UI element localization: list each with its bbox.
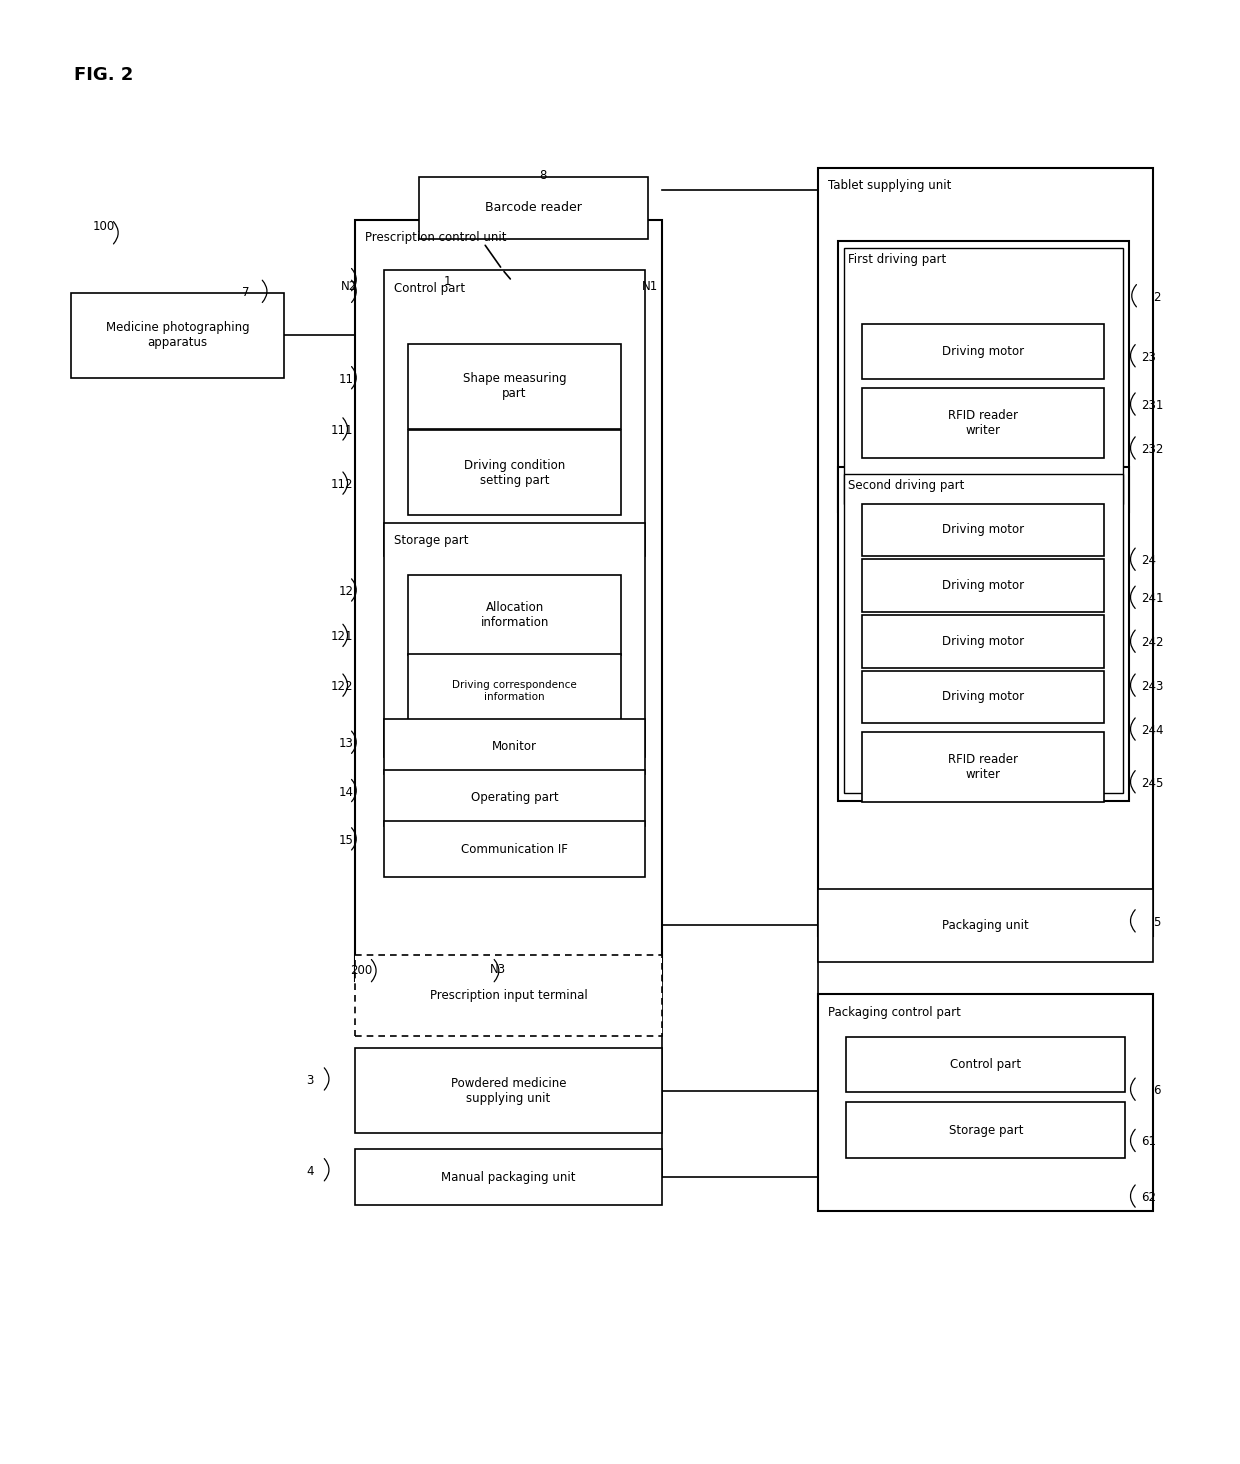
Bar	[419, 177, 647, 239]
Text: Manual packaging unit: Manual packaging unit	[441, 1171, 575, 1183]
Text: Driving condition
setting part: Driving condition setting part	[464, 458, 565, 488]
Bar	[846, 1102, 1126, 1158]
Text: Storage part: Storage part	[949, 1124, 1023, 1136]
Text: N3: N3	[490, 963, 506, 975]
Bar	[818, 889, 1153, 962]
Bar	[408, 430, 621, 515]
Text: 7: 7	[242, 287, 249, 299]
Text: Driving motor: Driving motor	[942, 691, 1024, 703]
Text: 14: 14	[339, 786, 353, 798]
Text: 245: 245	[1141, 777, 1163, 789]
Bar	[408, 574, 621, 656]
Text: 231: 231	[1141, 400, 1163, 411]
Bar	[843, 474, 1123, 793]
Text: Operating part: Operating part	[471, 792, 558, 804]
Bar	[355, 1048, 662, 1133]
Text: Control part: Control part	[394, 283, 465, 294]
Text: 5: 5	[1153, 916, 1161, 928]
Text: Allocation
information: Allocation information	[480, 600, 549, 630]
Text: 111: 111	[331, 425, 353, 436]
Text: Control part: Control part	[950, 1058, 1022, 1070]
Bar	[384, 719, 645, 774]
Bar	[863, 504, 1105, 556]
Bar	[863, 388, 1105, 458]
Text: 100: 100	[93, 221, 115, 233]
Text: 11: 11	[339, 373, 353, 385]
Text: Medicine photographing
apparatus: Medicine photographing apparatus	[105, 321, 249, 350]
Text: RFID reader
writer: RFID reader writer	[949, 752, 1018, 782]
Text: Storage part: Storage part	[394, 534, 469, 548]
Text: Driving motor: Driving motor	[942, 580, 1024, 591]
Text: Packaging unit: Packaging unit	[942, 919, 1029, 931]
Text: 23: 23	[1141, 351, 1156, 363]
Text: 13: 13	[339, 738, 353, 750]
Bar	[384, 770, 645, 826]
Text: Packaging control part: Packaging control part	[828, 1006, 961, 1019]
Text: Driving motor: Driving motor	[942, 524, 1024, 536]
Text: 200: 200	[350, 965, 372, 976]
Text: 242: 242	[1141, 637, 1163, 649]
Text: Communication IF: Communication IF	[461, 843, 568, 855]
Text: 1: 1	[444, 275, 451, 287]
Text: 24: 24	[1141, 555, 1156, 567]
Bar	[384, 523, 645, 757]
Bar	[355, 220, 662, 981]
Text: First driving part: First driving part	[848, 253, 946, 265]
Text: 121: 121	[331, 631, 353, 643]
Text: 232: 232	[1141, 444, 1163, 455]
Bar	[846, 1037, 1126, 1092]
Text: FIG. 2: FIG. 2	[74, 66, 134, 83]
Bar	[818, 994, 1153, 1211]
Bar	[863, 559, 1105, 612]
Text: Second driving part: Second driving part	[848, 479, 963, 492]
Text: 4: 4	[306, 1165, 314, 1177]
Bar	[384, 271, 645, 556]
Text: Driving motor: Driving motor	[942, 635, 1024, 647]
Bar	[355, 1149, 662, 1205]
Text: N2: N2	[341, 281, 357, 293]
Text: Barcode reader: Barcode reader	[485, 202, 582, 214]
Text: Prescription input terminal: Prescription input terminal	[429, 990, 588, 1001]
Text: Powdered medicine
supplying unit: Powdered medicine supplying unit	[450, 1076, 567, 1105]
Bar	[355, 956, 662, 1037]
Text: Monitor: Monitor	[492, 741, 537, 752]
Text: Tablet supplying unit: Tablet supplying unit	[828, 180, 951, 192]
Text: 61: 61	[1141, 1136, 1156, 1148]
Text: Shape measuring
part: Shape measuring part	[463, 372, 567, 401]
Text: 62: 62	[1141, 1192, 1156, 1203]
Text: N1: N1	[642, 281, 658, 293]
Bar	[863, 732, 1105, 802]
Text: 2: 2	[1153, 291, 1161, 303]
Text: 6: 6	[1153, 1085, 1161, 1097]
Bar	[71, 293, 284, 378]
Bar	[843, 249, 1123, 504]
Text: 112: 112	[331, 479, 353, 490]
Text: RFID reader
writer: RFID reader writer	[949, 408, 1018, 438]
Text: 243: 243	[1141, 681, 1163, 692]
Bar	[384, 821, 645, 877]
Bar	[863, 671, 1105, 723]
Text: 241: 241	[1141, 593, 1163, 605]
Bar	[408, 344, 621, 429]
Text: 8: 8	[539, 170, 547, 182]
Bar	[408, 654, 621, 728]
Text: 122: 122	[331, 681, 353, 692]
Bar	[838, 467, 1128, 801]
Text: Prescription control unit: Prescription control unit	[365, 231, 506, 244]
Text: 12: 12	[339, 586, 353, 597]
Text: Driving motor: Driving motor	[942, 346, 1024, 357]
Text: 244: 244	[1141, 725, 1163, 736]
Bar	[863, 324, 1105, 379]
Text: 15: 15	[339, 834, 353, 846]
Bar	[818, 168, 1153, 937]
Bar	[838, 240, 1128, 512]
Text: Driving correspondence
information: Driving correspondence information	[453, 681, 577, 701]
Text: 3: 3	[306, 1075, 314, 1086]
Bar	[863, 615, 1105, 668]
